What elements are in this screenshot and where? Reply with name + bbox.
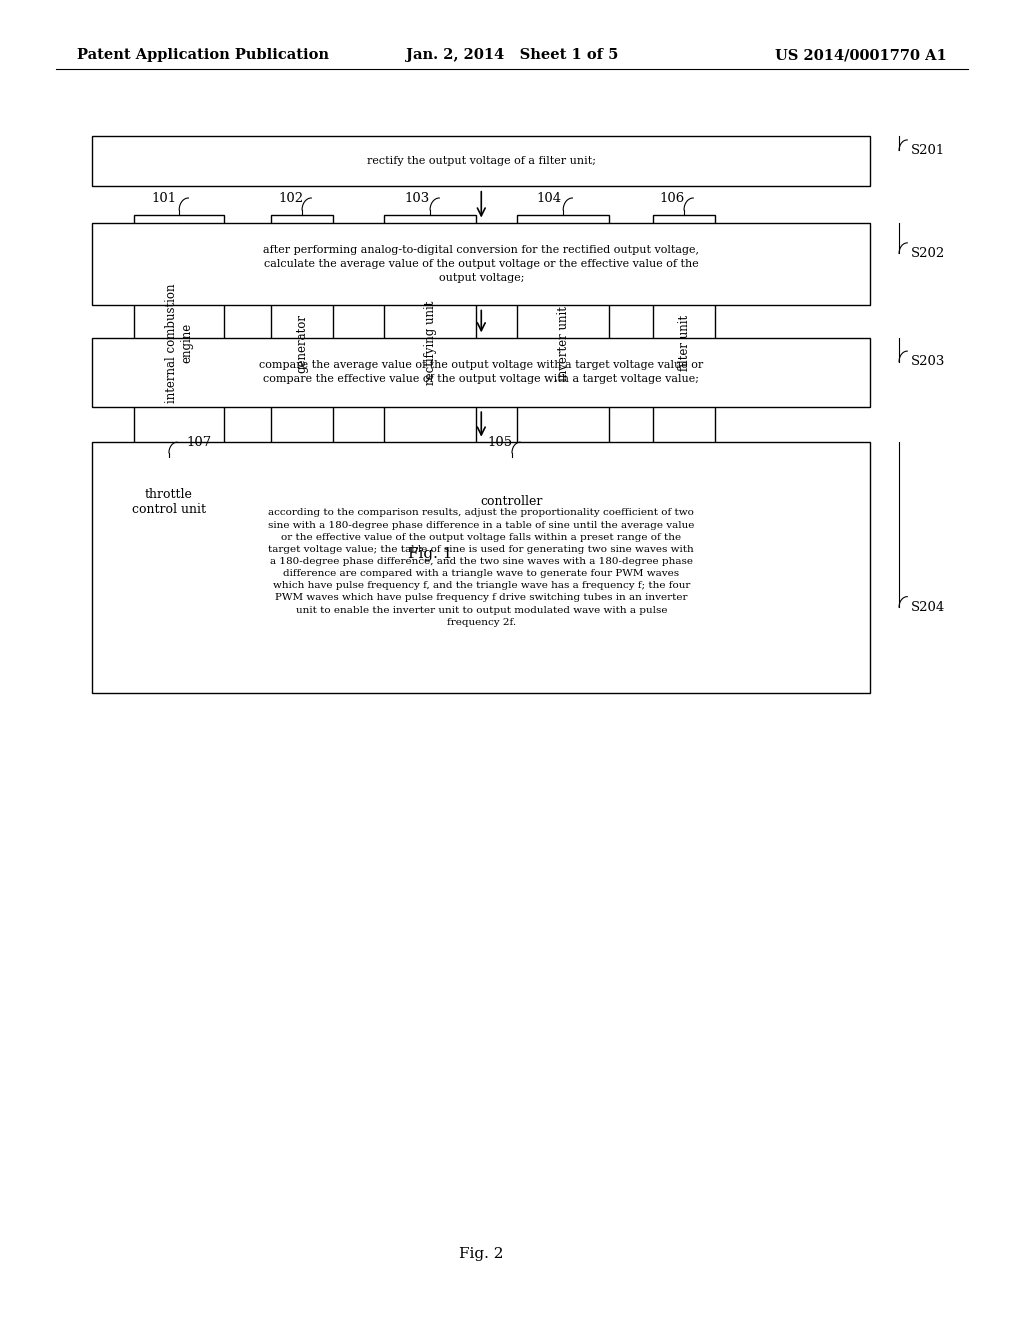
Text: 106: 106 [659, 191, 685, 205]
Text: rectifying unit: rectifying unit [424, 301, 436, 385]
Text: US 2014/0001770 A1: US 2014/0001770 A1 [775, 49, 947, 62]
Text: inverter unit: inverter unit [557, 306, 569, 380]
Text: S202: S202 [911, 247, 945, 260]
Text: according to the comparison results, adjust the proportionality coefficient of t: according to the comparison results, adj… [268, 508, 694, 627]
FancyBboxPatch shape [134, 215, 224, 473]
Text: controller: controller [481, 495, 543, 508]
FancyBboxPatch shape [102, 457, 236, 546]
FancyBboxPatch shape [384, 215, 476, 473]
Text: Patent Application Publication: Patent Application Publication [77, 49, 329, 62]
FancyBboxPatch shape [653, 215, 715, 473]
Text: 107: 107 [186, 436, 212, 449]
FancyBboxPatch shape [92, 223, 870, 305]
FancyBboxPatch shape [92, 442, 870, 693]
FancyBboxPatch shape [394, 457, 630, 546]
Text: generator: generator [296, 314, 308, 372]
Text: S204: S204 [911, 601, 945, 614]
FancyBboxPatch shape [271, 215, 333, 473]
FancyBboxPatch shape [92, 338, 870, 407]
Text: internal combustion
engine: internal combustion engine [165, 284, 194, 403]
Text: 101: 101 [152, 191, 177, 205]
Text: Fig. 2: Fig. 2 [459, 1247, 504, 1261]
Text: 103: 103 [404, 191, 430, 205]
Text: 104: 104 [537, 191, 562, 205]
FancyBboxPatch shape [92, 136, 870, 186]
Text: throttle
control unit: throttle control unit [132, 487, 206, 516]
FancyBboxPatch shape [517, 215, 609, 473]
Text: after performing analog-to-digital conversion for the rectified output voltage,
: after performing analog-to-digital conve… [263, 246, 699, 282]
Text: compare the average value of the output voltage with a target voltage value or
c: compare the average value of the output … [259, 360, 703, 384]
Text: 102: 102 [279, 191, 304, 205]
Text: rectify the output voltage of a filter unit;: rectify the output voltage of a filter u… [367, 156, 596, 166]
Text: S203: S203 [911, 355, 946, 368]
Text: 105: 105 [487, 436, 513, 449]
Text: Jan. 2, 2014   Sheet 1 of 5: Jan. 2, 2014 Sheet 1 of 5 [406, 49, 618, 62]
Text: Fig. 1: Fig. 1 [408, 548, 453, 561]
Text: S201: S201 [911, 144, 945, 157]
Text: filter unit: filter unit [678, 315, 690, 371]
